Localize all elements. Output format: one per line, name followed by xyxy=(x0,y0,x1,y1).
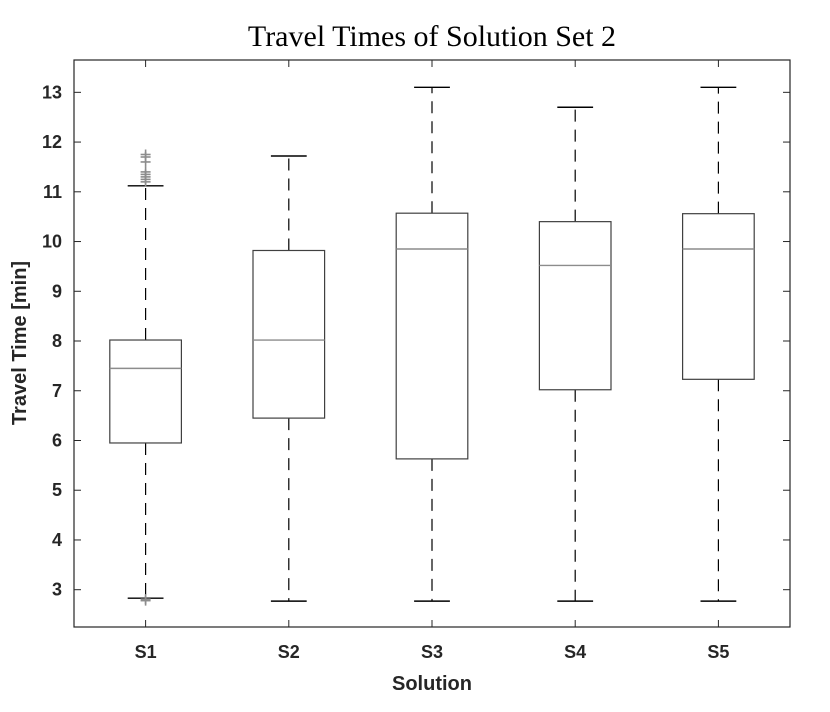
x-axis: S1 S2 S3 S4 S5 xyxy=(135,60,729,662)
box-s3 xyxy=(395,86,469,602)
box-s5 xyxy=(681,86,755,602)
y-tick-label: 11 xyxy=(43,182,62,202)
x-tick-label: S5 xyxy=(707,642,729,662)
y-tick-label: 4 xyxy=(52,530,62,550)
box-s2 xyxy=(252,155,326,602)
box-s1 xyxy=(109,149,183,606)
y-axis: 3 4 5 6 7 8 9 10 11 12 13 xyxy=(42,82,790,600)
x-axis-label: Solution xyxy=(392,673,472,695)
x-tick-label: S4 xyxy=(564,642,586,662)
y-tick-label: 12 xyxy=(42,132,62,152)
x-tick-label: S1 xyxy=(135,642,157,662)
interquartile-box xyxy=(252,249,326,419)
chart-title: Travel Times of Solution Set 2 xyxy=(248,20,616,53)
y-tick-label: 3 xyxy=(52,580,62,600)
x-tick-label: S2 xyxy=(278,642,300,662)
y-tick-label: 6 xyxy=(52,430,62,450)
interquartile-box xyxy=(681,213,755,380)
plot-area-frame xyxy=(73,59,791,628)
interquartile-box xyxy=(109,339,183,444)
y-tick-label: 5 xyxy=(52,480,62,500)
boxes-group xyxy=(109,86,755,606)
y-tick-label: 7 xyxy=(52,381,62,401)
y-tick-label: 10 xyxy=(42,232,62,252)
y-tick-label: 13 xyxy=(42,82,62,102)
x-tick-label: S3 xyxy=(421,642,443,662)
interquartile-box xyxy=(538,221,612,391)
box-s4 xyxy=(538,106,612,602)
y-tick-label: 9 xyxy=(52,281,62,301)
y-axis-label: Travel Time [min] xyxy=(9,261,31,425)
y-tick-label: 8 xyxy=(52,331,62,351)
interquartile-box xyxy=(395,212,469,460)
